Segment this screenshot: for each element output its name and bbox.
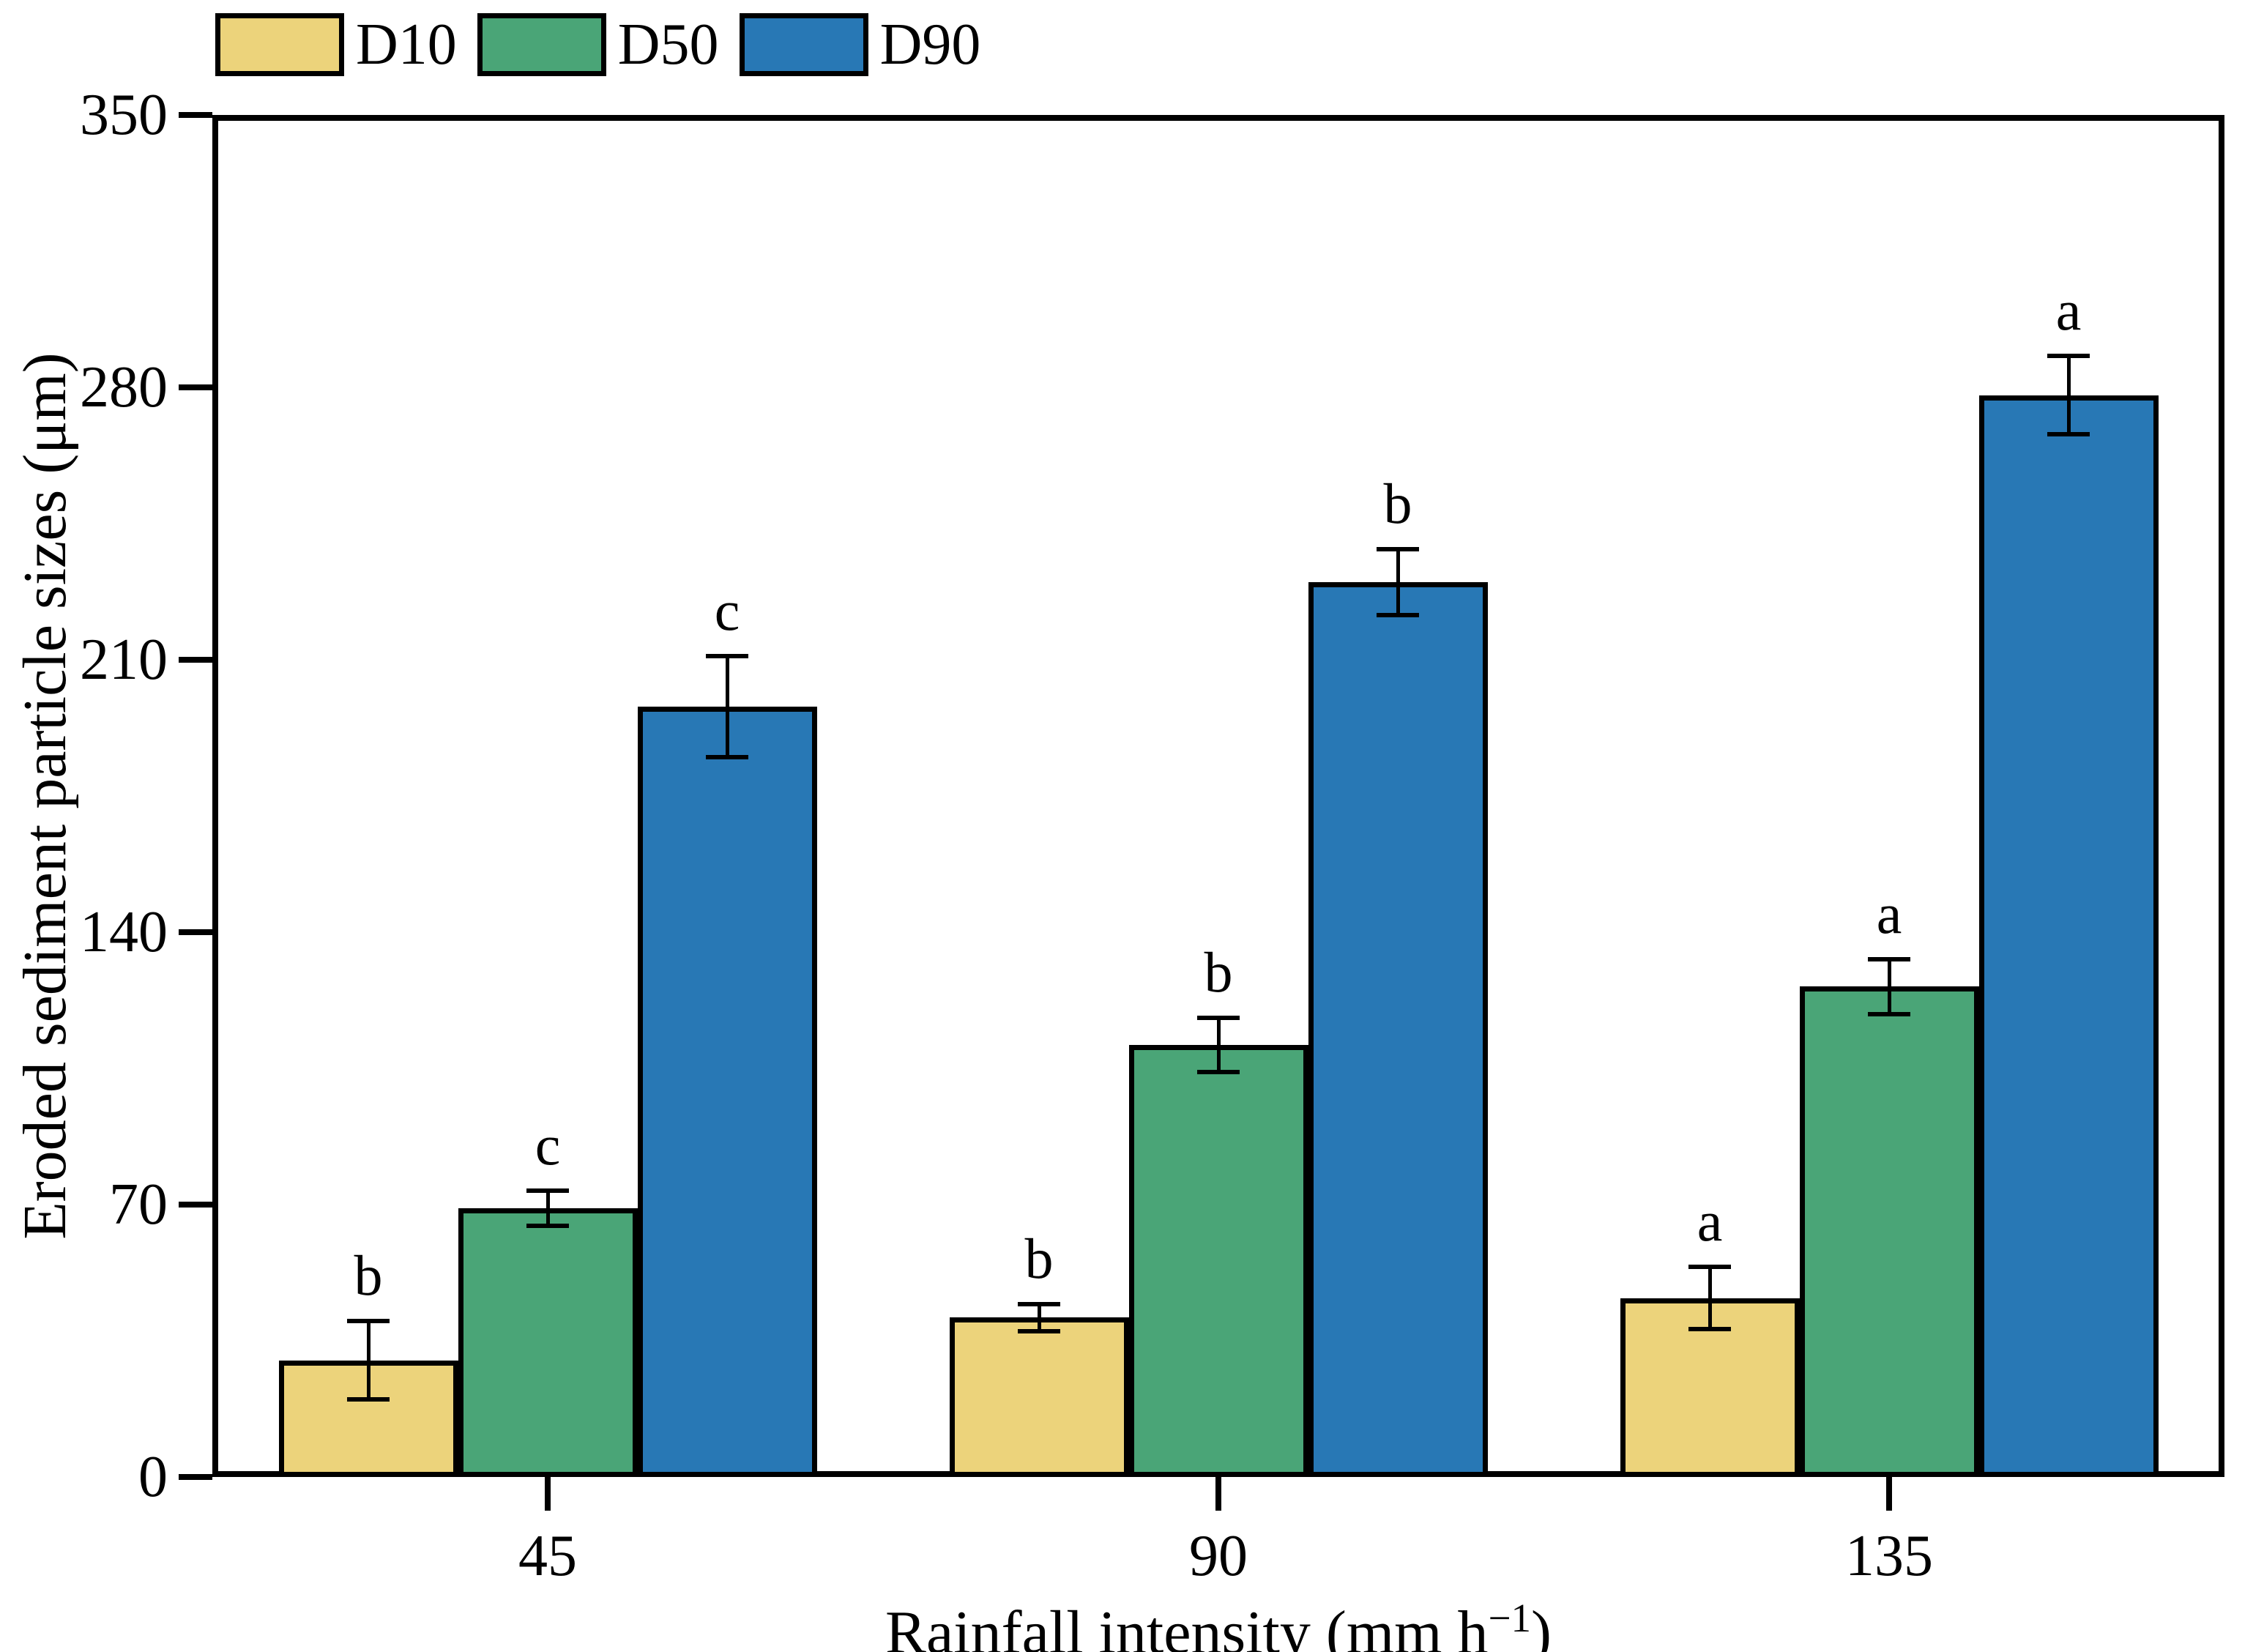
error-bar-cap-bottom xyxy=(1688,1327,1731,1332)
error-bar-line xyxy=(545,1191,550,1227)
bar-d50-135 xyxy=(1799,986,1979,1477)
bar-d50-45 xyxy=(458,1208,638,1477)
error-bar-line xyxy=(366,1321,370,1399)
legend-item-d50: D50 xyxy=(477,13,719,76)
x-axis-title: Rainfall intensity (mm h−1) xyxy=(885,1582,1552,1652)
significance-letter: a xyxy=(1697,1189,1723,1254)
error-bar-cap-bottom xyxy=(347,1396,390,1402)
significance-letter: a xyxy=(2055,278,2082,343)
error-bar-cap-top xyxy=(347,1319,390,1324)
legend-swatch-d90 xyxy=(739,13,868,76)
x-axis-tick-label: 90 xyxy=(1189,1524,1248,1588)
error-bar-line xyxy=(1216,1017,1221,1073)
error-bar-cap-top xyxy=(1197,1015,1240,1020)
legend-item-d90: D90 xyxy=(739,12,981,77)
bar-d50-90 xyxy=(1128,1045,1308,1477)
y-axis-tick-label: 70 xyxy=(109,1172,168,1237)
error-bar-cap-top xyxy=(1688,1265,1731,1270)
x-axis-tick xyxy=(1215,1477,1221,1511)
error-bar-cap-bottom xyxy=(1197,1070,1240,1075)
error-bar-line xyxy=(1037,1303,1041,1331)
y-axis-tick-label: 0 xyxy=(138,1445,168,1509)
y-axis-tick xyxy=(179,384,212,390)
error-bar-cap-bottom xyxy=(706,754,748,759)
error-bar-line xyxy=(1708,1267,1712,1330)
significance-letter: c xyxy=(714,578,740,642)
error-bar-cap-top xyxy=(1868,957,1910,962)
bar-d10-90 xyxy=(949,1317,1129,1477)
y-axis-tick xyxy=(179,657,212,663)
significance-letter: b xyxy=(354,1243,383,1308)
bar-d90-90 xyxy=(1308,581,1488,1477)
error-bar-cap-bottom xyxy=(2047,431,2090,436)
x-axis-tick xyxy=(1886,1477,1892,1511)
legend-label-d90: D90 xyxy=(879,12,981,77)
x-axis-title-suffix: ) xyxy=(1531,1599,1552,1652)
error-bar-cap-bottom xyxy=(1018,1328,1060,1333)
error-bar-cap-bottom xyxy=(1868,1011,1910,1016)
bar-d90-45 xyxy=(637,706,817,1477)
error-bar-line xyxy=(725,655,729,757)
x-axis-tick xyxy=(545,1477,551,1511)
y-axis-tick xyxy=(179,1202,212,1208)
significance-letter: b xyxy=(1383,471,1412,535)
legend-label-d50: D50 xyxy=(617,12,719,77)
error-bar-cap-bottom xyxy=(526,1224,569,1229)
error-bar-cap-bottom xyxy=(1377,612,1419,617)
error-bar-cap-top xyxy=(1377,546,1419,551)
error-bar-line xyxy=(1887,959,1891,1014)
error-bar-cap-top xyxy=(706,653,748,658)
bar-d90-135 xyxy=(1978,395,2159,1477)
error-bar-line xyxy=(2066,356,2071,434)
legend-swatch-d50 xyxy=(477,13,606,76)
x-axis-tick-label: 135 xyxy=(1845,1524,1933,1588)
significance-letter: b xyxy=(1204,940,1233,1004)
y-axis-tick xyxy=(179,1474,212,1480)
error-bar-cap-top xyxy=(2047,354,2090,359)
legend-label-d10: D10 xyxy=(356,12,457,77)
y-axis-tick-label: 210 xyxy=(80,628,168,692)
x-axis-title-superscript: −1 xyxy=(1488,1596,1532,1640)
legend: D10 D50 D90 xyxy=(215,13,1001,76)
error-bar-cap-top xyxy=(1018,1301,1060,1306)
y-axis-tick-label: 350 xyxy=(80,83,168,147)
legend-item-d10: D10 xyxy=(215,13,457,76)
x-axis-tick-label: 45 xyxy=(518,1524,577,1588)
error-bar-line xyxy=(1396,548,1400,615)
significance-letter: c xyxy=(535,1113,561,1177)
error-bar-cap-top xyxy=(526,1188,569,1194)
significance-letter: b xyxy=(1024,1226,1054,1290)
x-axis-title-text: Rainfall intensity (mm h xyxy=(885,1599,1489,1652)
y-axis-tick-label: 140 xyxy=(80,900,168,964)
y-axis-tick-label: 280 xyxy=(80,355,168,420)
y-axis-tick xyxy=(179,929,212,935)
legend-swatch-d10 xyxy=(215,13,344,76)
y-axis-title: Eroded sediment particle sizes (μm) xyxy=(11,352,79,1240)
y-axis-tick xyxy=(179,112,212,118)
significance-letter: a xyxy=(1876,882,1902,946)
